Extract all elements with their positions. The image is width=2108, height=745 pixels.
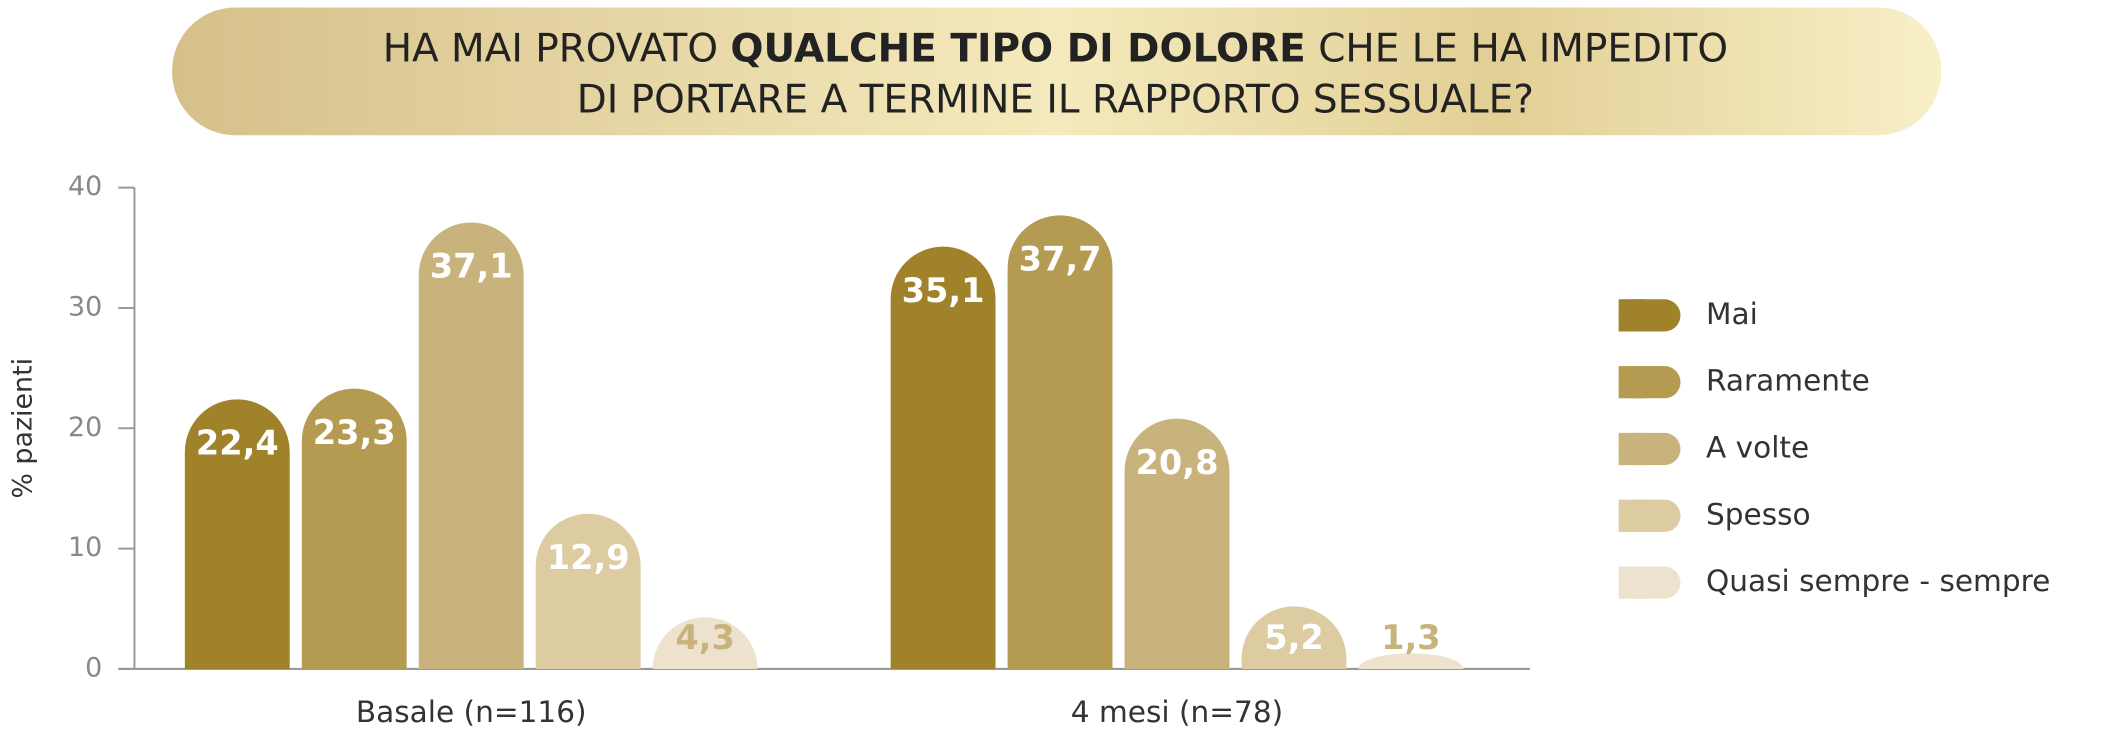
legend-label: Quasi sempre - sempre	[1706, 564, 2050, 598]
title-part: CHE LE HA IMPEDITO	[1306, 26, 1728, 71]
bar	[184, 399, 290, 669]
value-label: 37,1	[430, 247, 513, 286]
title-banner	[172, 7, 1942, 136]
legend-swatch-square	[1618, 366, 1646, 399]
value-label: 1,3	[1381, 618, 1441, 657]
value-label: 5,2	[1264, 618, 1324, 657]
title-part: HA MAI PROVATO	[383, 26, 731, 71]
legend-label: Spesso	[1706, 497, 1811, 531]
value-label: 4,3	[675, 618, 735, 657]
x-tick-label: Basale (n=116)	[356, 695, 587, 729]
y-tick-label: 0	[85, 652, 102, 683]
bar	[1007, 215, 1113, 669]
value-label: 22,4	[196, 424, 279, 463]
bar	[652, 617, 758, 669]
legend-label: Raramente	[1706, 364, 1870, 398]
bar	[1358, 653, 1464, 669]
x-tick-label: 4 mesi (n=78)	[1071, 695, 1283, 729]
legend-swatch-square	[1618, 299, 1646, 332]
title-part: QUALCHE TIPO DI DOLORE	[730, 26, 1305, 71]
bar	[418, 222, 524, 669]
bar	[890, 246, 996, 669]
value-label: 20,8	[1136, 443, 1219, 482]
legend-swatch-square	[1618, 432, 1646, 466]
legend-label: A volte	[1706, 430, 1809, 464]
legend-label: Mai	[1706, 297, 1758, 331]
bar	[1124, 418, 1230, 669]
value-label: 35,1	[902, 271, 985, 310]
y-tick-label: 40	[68, 171, 102, 202]
value-label: 37,7	[1019, 240, 1102, 279]
bar	[301, 388, 407, 669]
y-tick-label: 20	[68, 412, 102, 443]
chart-title: DI PORTARE A TERMINE IL RAPPORTO SESSUAL…	[577, 77, 1534, 122]
value-label: 12,9	[547, 538, 630, 577]
bar	[1241, 606, 1347, 669]
y-tick-label: 10	[68, 532, 102, 563]
legend-swatch-square	[1618, 499, 1646, 532]
legend-swatch-square	[1618, 566, 1646, 599]
y-tick-label: 30	[68, 291, 102, 322]
chart-title: HA MAI PROVATO QUALCHE TIPO DI DOLORE CH…	[383, 26, 1728, 71]
y-axis-label: % pazienti	[8, 358, 39, 499]
bar	[535, 513, 641, 669]
value-label: 23,3	[313, 413, 396, 452]
title-part: DI PORTARE A TERMINE IL RAPPORTO SESSUAL…	[577, 77, 1534, 122]
